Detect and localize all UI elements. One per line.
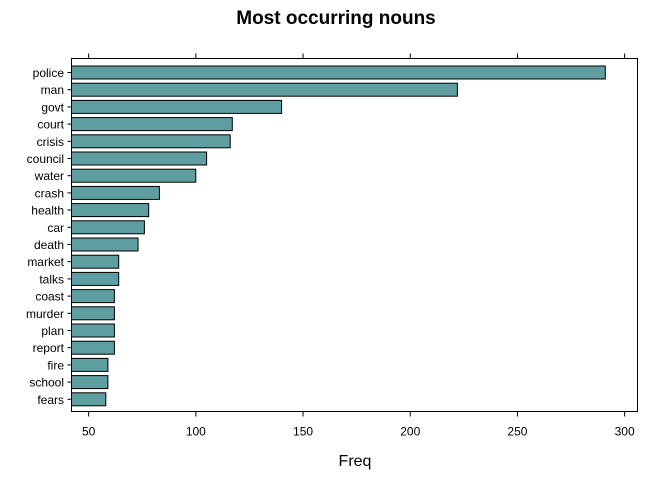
bar-coast: [71, 289, 115, 304]
x-tick-label-100: 100: [186, 425, 206, 439]
x-tick-label-300: 300: [615, 425, 635, 439]
bar-health: [71, 203, 150, 218]
bar-fears: [71, 392, 107, 407]
category-label-car: car: [47, 221, 64, 235]
category-label-court: court: [37, 118, 64, 132]
bar-crisis: [71, 134, 231, 149]
bar-govt: [71, 99, 283, 114]
bar-murder: [71, 306, 115, 321]
category-label-water: water: [34, 169, 64, 183]
category-label-coast: coast: [35, 290, 64, 304]
category-label-fire: fire: [47, 358, 64, 372]
bar-school: [71, 375, 109, 390]
bar-fire: [71, 357, 109, 372]
category-label-report: report: [33, 341, 65, 355]
x-tick-label-50: 50: [82, 425, 96, 439]
category-label-market: market: [27, 255, 64, 269]
category-label-talks: talks: [39, 272, 64, 286]
bar-water: [71, 168, 197, 183]
bar-crash: [71, 185, 160, 200]
x-axis-ticks: 50 100 150 200 250 300: [67, 53, 635, 439]
category-label-fears: fears: [37, 393, 64, 407]
category-label-health: health: [31, 204, 64, 218]
category-label-man: man: [41, 83, 64, 97]
chart-title: Most occurring nouns: [236, 8, 436, 29]
bar-man: [71, 82, 458, 97]
category-label-govt: govt: [41, 100, 64, 114]
bars-layer: [71, 65, 606, 407]
bar-council: [71, 151, 208, 166]
category-label-death: death: [34, 238, 64, 252]
category-label-crisis: crisis: [37, 135, 64, 149]
category-label-crash: crash: [35, 186, 64, 200]
bar-market: [71, 254, 120, 269]
bar-court: [71, 117, 233, 132]
plot-frame: [71, 58, 638, 412]
x-tick-label-150: 150: [293, 425, 313, 439]
category-label-murder: murder: [26, 307, 64, 321]
bar-report: [71, 340, 115, 355]
bar-plan: [71, 323, 115, 338]
bar-death: [71, 237, 139, 252]
bar-talks: [71, 271, 120, 286]
bar-car: [71, 220, 145, 235]
category-label-school: school: [29, 376, 64, 390]
x-tick-label-200: 200: [400, 425, 420, 439]
x-axis-label: Freq: [339, 453, 372, 470]
x-tick-label-250: 250: [507, 425, 527, 439]
category-labels: police man govt court crisis council water cras…: [26, 66, 65, 407]
bar-police: [71, 65, 606, 80]
category-label-police: police: [33, 66, 65, 80]
category-label-council: council: [27, 152, 64, 166]
category-label-plan: plan: [41, 324, 64, 338]
